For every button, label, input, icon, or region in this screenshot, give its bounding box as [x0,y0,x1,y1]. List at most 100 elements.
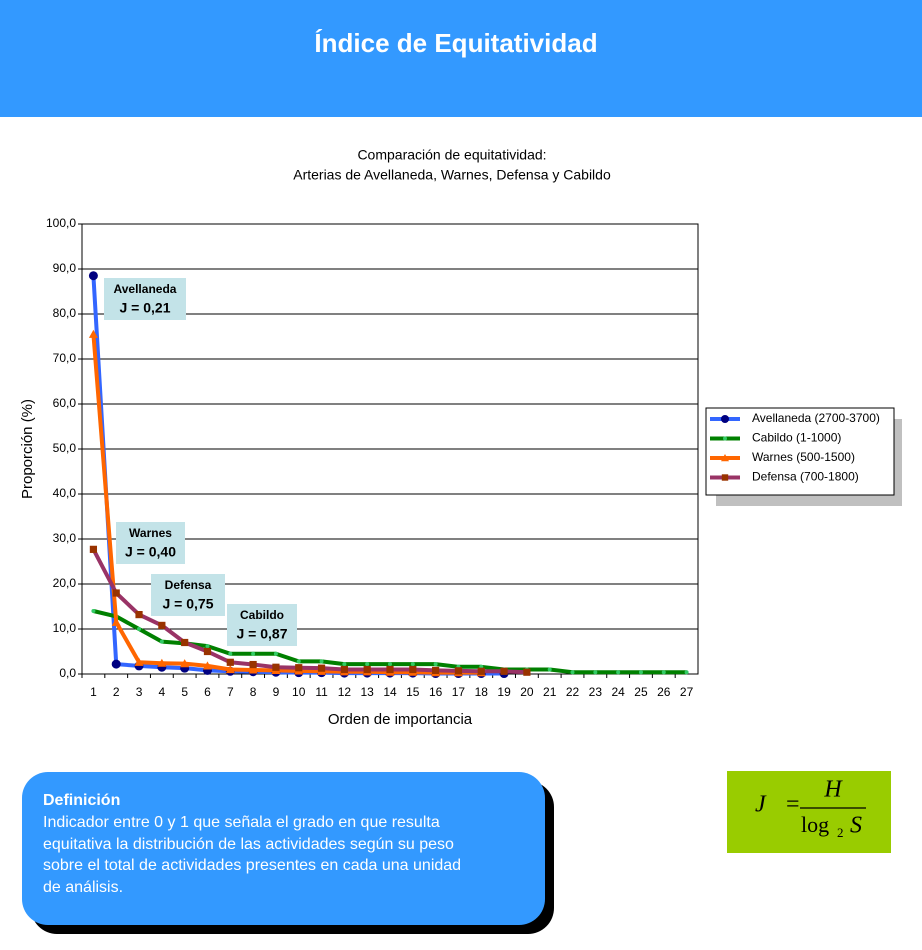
x-tick-label: 1 [90,685,97,699]
y-tick-label: 100,0 [46,216,76,230]
marker [638,670,643,675]
marker [616,670,621,675]
marker [340,665,348,674]
marker [111,659,121,669]
annotation-text: J = 0,40 [125,544,176,560]
marker [388,662,392,667]
chart-title: Comparación de equitatividad: [357,147,546,163]
formula-equals: = [786,792,800,818]
y-tick-label: 50,0 [53,441,77,455]
definition-line: Indicador entre 0 y 1 que señala el grad… [43,814,440,831]
marker [477,667,485,675]
y-tick-label: 10,0 [53,621,77,635]
x-tick-label: 9 [273,685,280,699]
annotation-text: J = 0,87 [237,626,288,642]
formula-log: log [801,812,829,837]
marker [91,609,96,613]
x-tick-label: 26 [657,685,671,699]
marker [317,664,326,672]
marker [159,639,164,644]
x-tick-label: 19 [497,685,511,699]
x-tick-label: 14 [383,685,397,699]
x-tick-label: 15 [406,685,420,699]
annotation-box [104,278,186,320]
formula-numerator: H [823,777,843,803]
marker [205,644,210,649]
x-tick-label: 20 [520,685,534,699]
marker [721,454,729,462]
marker [112,589,120,597]
marker [111,617,121,626]
marker [137,627,142,631]
marker [363,665,371,674]
y-axis-label: Proporción (%) [19,399,36,499]
formula-box [727,771,891,853]
marker [409,665,417,674]
marker [593,670,598,675]
marker [226,658,234,666]
x-tick-label: 17 [452,685,466,699]
x-tick-label: 6 [204,685,211,699]
x-tick-label: 22 [566,685,580,699]
marker [203,647,212,656]
header-title: Índice de Equitatividad [314,28,597,58]
y-tick-label: 40,0 [53,486,77,500]
marker [181,638,189,647]
marker [433,662,438,667]
annotation-box [116,522,185,564]
marker [454,667,463,675]
annotation-title: Warnes [129,526,172,540]
marker [88,271,98,281]
x-tick-label: 13 [361,685,375,699]
marker [432,666,440,674]
annotation-box [151,574,225,616]
x-tick-label: 4 [159,685,166,699]
marker [319,659,324,664]
x-tick-label: 23 [589,685,603,699]
marker [180,659,190,668]
marker [88,329,98,338]
marker [272,663,280,671]
marker [661,670,666,675]
marker [723,436,727,441]
x-tick-label: 24 [611,685,625,699]
y-tick-label: 30,0 [53,531,77,545]
legend-label: Warnes (500-1500) [752,450,855,464]
y-tick-label: 60,0 [53,396,77,410]
marker [684,670,689,675]
marker [296,659,301,664]
marker [249,660,257,669]
marker [202,661,212,670]
marker [295,664,303,672]
legend-box [705,407,895,496]
marker [273,651,278,656]
definition-line: equitativa la distribución de las activi… [43,836,454,853]
marker [547,667,552,672]
x-tick-label: 3 [136,685,143,699]
annotation-text: J = 0,21 [120,300,171,316]
x-axis-label: Orden de importancia [328,711,473,728]
x-tick-label: 2 [113,685,120,699]
annotation-box [227,604,297,646]
legend-label: Avellaneda (2700-3700) [752,411,880,425]
x-tick-label: 25 [634,685,648,699]
x-tick-label: 11 [315,685,328,699]
x-tick-label: 27 [680,685,694,699]
x-tick-label: 7 [227,685,234,699]
legend-label: Cabildo (1-1000) [752,431,841,445]
marker [500,667,508,675]
formula-base: 2 [837,825,844,840]
marker [386,665,394,674]
marker [228,651,233,656]
x-tick-label: 8 [250,685,257,699]
annotation-title: Avellaneda [114,282,177,296]
marker [410,662,415,667]
y-tick-label: 0,0 [59,666,76,680]
formula-lhs: J [755,792,767,818]
definition-box [22,772,545,925]
marker [523,668,531,676]
series-line [91,334,482,675]
x-tick-label: 5 [181,685,188,699]
marker [365,662,370,667]
